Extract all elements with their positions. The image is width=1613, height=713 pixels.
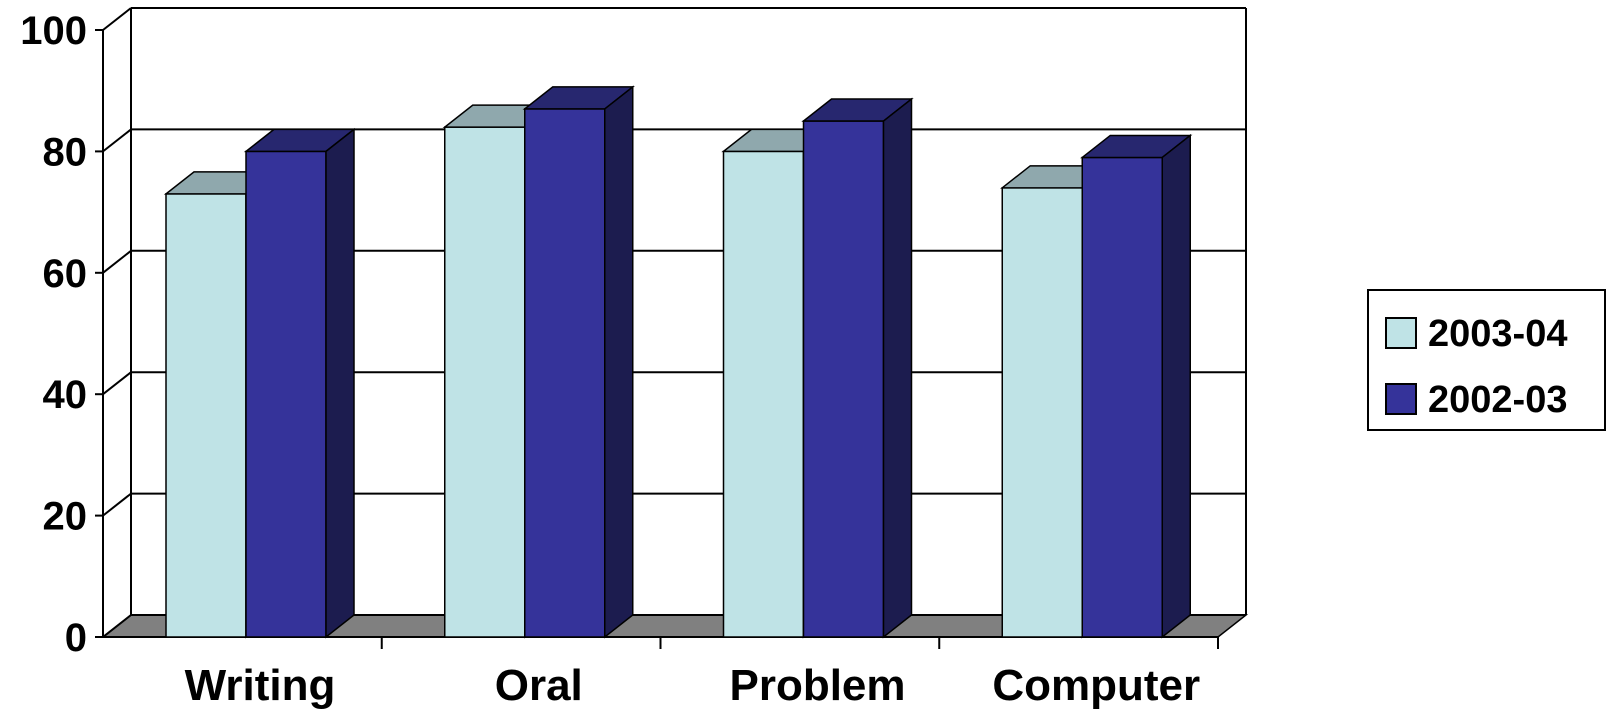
legend: 2003-04 2002-03: [1367, 289, 1606, 431]
bar-front: [245, 150, 327, 638]
y-tick-label: 20: [43, 495, 88, 539]
gridline-depth: [102, 7, 132, 31]
y-tick-label: 100: [20, 9, 87, 53]
bar-front: [1001, 187, 1083, 638]
gridline-depth: [102, 128, 132, 153]
bar-side: [604, 85, 634, 639]
axis-labels: 0 20 40 60 80 100 Writing Oral Problem Computer: [20, 9, 1200, 710]
gridline-depth: [102, 250, 132, 274]
bar-side: [882, 97, 913, 639]
bar-computer-2002-03: [1080, 133, 1193, 639]
gridline-depth: [102, 614, 132, 638]
bar-front: [1081, 156, 1163, 638]
bar-side: [1161, 133, 1191, 639]
legend-label-2003-04: 2003-04: [1428, 313, 1567, 355]
y-tick-label: 0: [65, 616, 87, 660]
gridline-depth: [102, 371, 132, 395]
legend-swatch-2003-04: [1385, 317, 1417, 349]
bar-front: [524, 108, 606, 638]
bar-oral-2002-03: [522, 85, 635, 639]
bar-problem-2002-03: [801, 97, 914, 639]
legend-label-2002-03: 2002-03: [1428, 379, 1567, 421]
x-label-computer: Computer: [992, 661, 1200, 710]
bar-side: [325, 127, 355, 639]
bars: [163, 85, 1193, 639]
x-label-problem: Problem: [729, 661, 905, 710]
bar-front: [802, 120, 885, 638]
x-label-writing: Writing: [185, 661, 336, 710]
y-tick-label: 60: [43, 252, 88, 296]
bar-front: [444, 126, 526, 638]
gridline-depth: [102, 492, 132, 517]
bar-front: [722, 150, 805, 638]
x-label-oral: Oral: [495, 661, 583, 710]
legend-swatch-2002-03: [1385, 383, 1417, 415]
y-tick-label: 80: [43, 130, 88, 174]
y-tick-label: 40: [43, 373, 88, 417]
bar-front: [165, 193, 247, 638]
bar-writing-2002-03: [243, 127, 357, 639]
